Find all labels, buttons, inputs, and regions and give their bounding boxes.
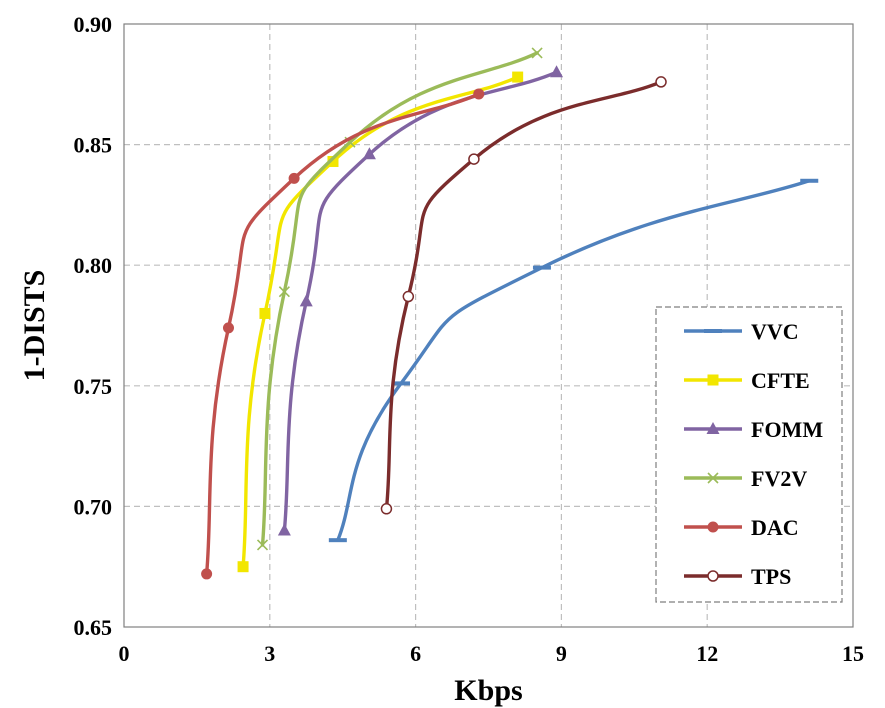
series-fomm bbox=[277, 65, 564, 536]
series-tps bbox=[380, 76, 667, 515]
data-point-fv2v bbox=[256, 539, 269, 551]
data-point-cfte bbox=[237, 561, 249, 573]
legend-label-vvc: VVC bbox=[751, 319, 799, 344]
legend: VVC CFTE FOMM FV2V DAC TPS bbox=[655, 306, 843, 603]
data-point-dac bbox=[222, 322, 234, 334]
series-line-cfte bbox=[241, 75, 520, 569]
x-tick-label: 3 bbox=[264, 641, 275, 666]
data-point-cfte bbox=[327, 155, 339, 167]
x-tick-label: 0 bbox=[119, 641, 130, 666]
series-line-dac bbox=[204, 92, 481, 576]
series-layer bbox=[201, 47, 819, 580]
data-point-fomm bbox=[299, 294, 313, 307]
legend-marker-fomm bbox=[706, 422, 720, 434]
x-tick-label: 9 bbox=[556, 641, 567, 666]
y-tick-label: 0.90 bbox=[74, 12, 113, 37]
data-point-tps bbox=[380, 503, 393, 515]
data-point-fomm bbox=[277, 523, 291, 536]
y-axis-title: 1-DISTS bbox=[18, 270, 51, 382]
legend-marker-dac bbox=[707, 521, 719, 533]
data-point-tps bbox=[402, 290, 415, 303]
data-point-vvc bbox=[328, 538, 347, 543]
data-point-dac bbox=[288, 172, 300, 184]
legend-item-cfte: CFTE bbox=[684, 368, 810, 393]
data-point-vvc bbox=[800, 178, 819, 183]
data-point-tps bbox=[468, 153, 480, 165]
legend-box bbox=[655, 306, 843, 603]
series-line-vvc bbox=[336, 179, 811, 542]
y-tick-label: 0.75 bbox=[74, 374, 113, 399]
data-point-cfte bbox=[259, 307, 271, 319]
x-tick-label: 6 bbox=[410, 641, 421, 666]
legend-marker-cfte bbox=[707, 374, 719, 386]
data-point-fv2v bbox=[278, 286, 290, 298]
series-line-fv2v bbox=[260, 51, 539, 547]
tick-labels: 0 3 6 9 12 15 0.65 0.70 0.75 0.80 0.85 0.90 bbox=[74, 12, 865, 666]
series-cfte bbox=[237, 71, 524, 573]
data-point-vvc bbox=[392, 381, 411, 386]
series-line-tps bbox=[384, 80, 663, 511]
series-vvc bbox=[328, 178, 819, 543]
x-tick-label: 15 bbox=[842, 641, 864, 666]
plot-frame bbox=[123, 23, 854, 628]
legend-label-fv2v: FV2V bbox=[751, 466, 807, 491]
data-point-cfte bbox=[512, 71, 524, 83]
series-fv2v bbox=[256, 47, 543, 551]
legend-item-vvc: VVC bbox=[684, 319, 799, 344]
legend-item-fv2v: FV2V bbox=[684, 466, 807, 491]
legend-label-tps: TPS bbox=[751, 564, 791, 589]
y-tick-label: 0.70 bbox=[74, 494, 113, 519]
y-tick-label: 0.80 bbox=[74, 253, 113, 278]
data-point-dac bbox=[473, 88, 485, 100]
x-tick-label: 12 bbox=[696, 641, 718, 666]
y-tick-label: 0.85 bbox=[74, 133, 113, 158]
series-line-fomm bbox=[282, 70, 559, 533]
data-point-tps bbox=[655, 76, 667, 88]
data-point-fomm bbox=[362, 147, 376, 160]
legend-marker-tps bbox=[707, 570, 719, 582]
legend-label-cfte: CFTE bbox=[751, 368, 810, 393]
legend-label-dac: DAC bbox=[751, 515, 799, 540]
legend-label-fomm: FOMM bbox=[751, 417, 823, 442]
x-axis-title: Kbps bbox=[454, 674, 522, 707]
data-point-fv2v bbox=[531, 47, 543, 59]
legend-marker-vvc bbox=[704, 329, 722, 333]
legend-marker-fv2v bbox=[707, 472, 719, 484]
data-point-fomm bbox=[550, 65, 564, 78]
y-tick-label: 0.65 bbox=[74, 615, 113, 640]
legend-item-dac: DAC bbox=[684, 515, 799, 540]
legend-item-tps: TPS bbox=[684, 564, 791, 589]
legend-item-fomm: FOMM bbox=[684, 417, 823, 442]
series-dac bbox=[201, 88, 485, 580]
data-point-dac bbox=[201, 568, 213, 580]
data-point-vvc bbox=[532, 265, 551, 270]
